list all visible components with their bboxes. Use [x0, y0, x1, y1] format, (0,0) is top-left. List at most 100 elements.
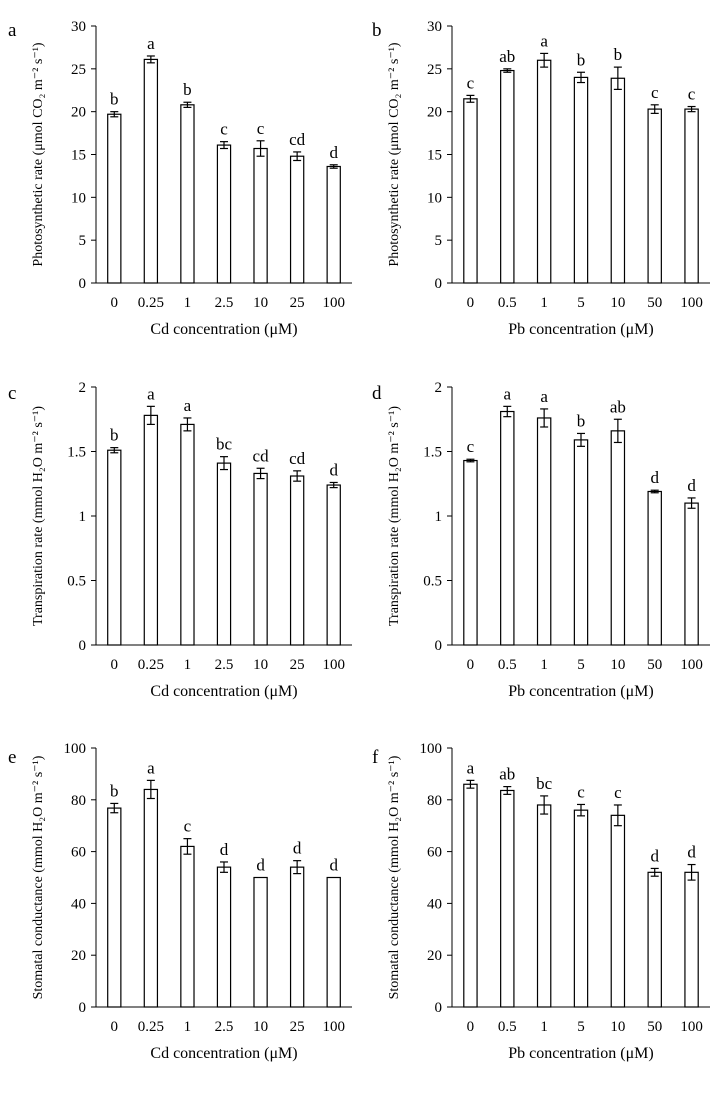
x-tick-label: 5 [577, 1019, 585, 1035]
bar [326, 484, 341, 646]
y-tick-label: 0 [435, 638, 443, 654]
bar [180, 423, 195, 646]
y-tick-label: 10 [427, 190, 442, 206]
bar [143, 788, 159, 1008]
x-tick-label: 10 [253, 657, 268, 673]
bar [500, 410, 515, 646]
y-tick-label: 0 [79, 1000, 87, 1016]
bar [500, 69, 515, 284]
bar [180, 104, 195, 284]
bar [289, 475, 305, 646]
panel-d: d 0 0.5 1 1.5 2 c 0 a 0.5 a 1 b 5 ab 10 d 50 d 100 Pb concen… [372, 380, 710, 700]
significance-letter: b [183, 80, 192, 99]
y-tick-label: 5 [435, 233, 443, 249]
x-tick-label: 2.5 [215, 1019, 234, 1035]
significance-letter: b [614, 45, 623, 64]
panel-b: b 0 5 10 15 20 25 30 c 0 ab 0.5 a 1 b 5 b 10 c 50 c 100 Pb con… [372, 19, 710, 338]
significance-letter: b [577, 411, 586, 430]
panel-c: c 0 0.5 1 1.5 2 b 0 a 0.25 a 1 bc 2.5 cd 10 cd 25 d 100 Cd c… [8, 380, 352, 700]
y-tick-label: 25 [427, 62, 442, 78]
x-tick-label: 25 [290, 657, 305, 673]
significance-letter: c [257, 119, 265, 138]
bar [684, 108, 699, 284]
significance-letter: a [147, 758, 155, 777]
panel-a: a 0 5 10 15 20 25 30 b 0 a 0.25 b 1 c 2.5 c 10 cd 25 d 100 Cd … [8, 19, 352, 338]
panel-e: e 0 20 40 60 80 100 b 0 a 0.25 c 1 d 2.5 d 10 d 25 d 100 Cd c… [8, 741, 352, 1062]
x-tick-label: 10 [610, 1019, 625, 1035]
bar [610, 430, 626, 646]
x-tick-label: 50 [647, 295, 662, 311]
significance-letter: d [687, 476, 696, 495]
bar [610, 77, 626, 284]
x-tick-label: 25 [290, 1019, 305, 1035]
y-tick-label: 1.5 [423, 445, 442, 461]
y-tick-label: 15 [71, 148, 86, 164]
x-tick-label: 0 [111, 295, 119, 311]
significance-letter: a [147, 34, 155, 53]
y-tick-label: 30 [427, 19, 442, 35]
y-tick-label: 20 [71, 948, 86, 964]
bar [143, 58, 159, 284]
x-tick-label: 50 [647, 657, 662, 673]
x-tick-label: 2.5 [215, 657, 234, 673]
x-axis-title: Pb concentration (μM) [508, 1045, 653, 1062]
significance-letter: c [220, 120, 228, 139]
bar [326, 876, 341, 1008]
significance-letter: a [184, 396, 192, 415]
bar [107, 807, 122, 1008]
bar [107, 449, 122, 646]
x-tick-label: 10 [610, 657, 625, 673]
x-tick-label: 1 [184, 657, 192, 673]
bar [216, 462, 232, 646]
bar [647, 108, 662, 284]
panel-label: e [8, 747, 16, 768]
significance-letter: c [577, 782, 585, 801]
x-tick-label: 1 [540, 295, 548, 311]
x-tick-label: 0.25 [138, 657, 164, 673]
x-tick-label: 50 [647, 1019, 662, 1035]
bar [107, 113, 122, 284]
y-tick-label: 100 [64, 741, 87, 757]
x-tick-label: 1 [540, 1019, 548, 1035]
y-tick-label: 2 [435, 380, 443, 396]
bar [216, 144, 232, 284]
significance-letter: d [256, 856, 265, 875]
bar [573, 809, 589, 1008]
x-tick-label: 25 [290, 295, 305, 311]
bar [326, 165, 341, 284]
y-tick-label: 0 [79, 276, 87, 292]
significance-letter: bc [536, 774, 553, 793]
y-axis-title: Photosynthetic rate (μmol CO₂ m⁻² s⁻¹) [31, 42, 46, 266]
y-tick-label: 20 [427, 105, 442, 121]
x-tick-label: 0 [467, 657, 475, 673]
panel-label: b [372, 20, 382, 41]
significance-letter: d [329, 143, 338, 162]
y-axis-title: Stomatal conductance (mmol H₂O m⁻² s⁻¹) [31, 755, 46, 999]
significance-letter: c [688, 85, 696, 104]
panel-label: d [372, 383, 382, 404]
y-tick-label: 60 [427, 845, 442, 861]
significance-letter: ab [499, 47, 515, 66]
x-tick-label: 0.5 [498, 657, 517, 673]
y-tick-label: 20 [71, 105, 86, 121]
significance-letter: d [650, 846, 659, 865]
y-tick-label: 0 [435, 1000, 443, 1016]
bar [500, 789, 515, 1008]
bar [610, 814, 626, 1008]
significance-letter: c [467, 73, 475, 92]
bar [536, 804, 552, 1008]
y-tick-label: 40 [427, 896, 442, 912]
significance-letter: bc [216, 435, 233, 454]
x-axis-title: Cd concentration (μM) [150, 321, 297, 338]
y-tick-label: 0 [435, 276, 443, 292]
y-tick-label: 80 [71, 793, 86, 809]
significance-letter: c [651, 83, 659, 102]
bar [684, 502, 699, 646]
y-tick-label: 0.5 [423, 574, 442, 590]
bar [143, 414, 159, 646]
bar [253, 876, 268, 1008]
x-tick-label: 0.25 [138, 295, 164, 311]
panel-label: f [372, 747, 379, 768]
x-tick-label: 0 [111, 1019, 119, 1035]
